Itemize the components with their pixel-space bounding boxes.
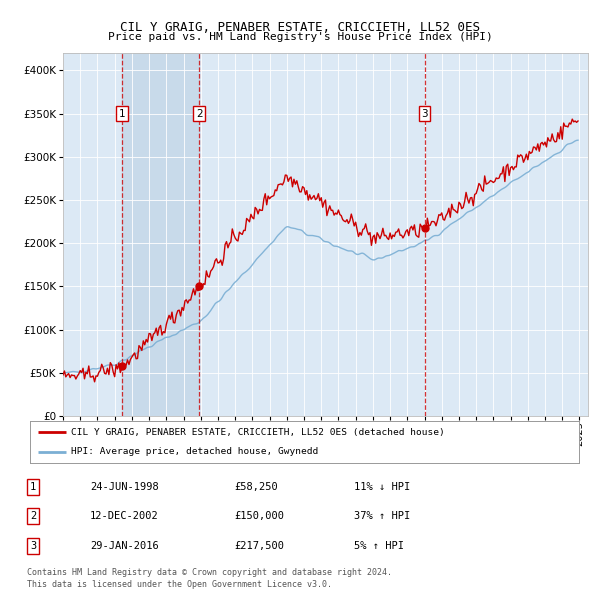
Text: CIL Y GRAIG, PENABER ESTATE, CRICCIETH, LL52 0ES: CIL Y GRAIG, PENABER ESTATE, CRICCIETH, … [120,21,480,34]
Bar [122,53,199,416]
Text: Price paid vs. HM Land Registry's House Price Index (HPI): Price paid vs. HM Land Registry's House … [107,32,493,42]
Text: CIL Y GRAIG, PENABER ESTATE, CRICCIETH, LL52 0ES (detached house): CIL Y GRAIG, PENABER ESTATE, CRICCIETH, … [71,428,445,437]
Text: 5% ↑ HPI: 5% ↑ HPI [354,541,404,550]
Text: 12-DEC-2002: 12-DEC-2002 [90,512,159,521]
Text: 2: 2 [30,512,36,521]
Text: HPI: Average price, detached house, Gwynedd: HPI: Average price, detached house, Gwyn… [71,447,319,456]
Text: £150,000: £150,000 [234,512,284,521]
Text: £217,500: £217,500 [234,541,284,550]
Text: 37% ↑ HPI: 37% ↑ HPI [354,512,410,521]
Text: Contains HM Land Registry data © Crown copyright and database right 2024.: Contains HM Land Registry data © Crown c… [27,568,392,577]
Text: 2: 2 [196,109,203,119]
Text: 1: 1 [30,482,36,491]
Text: 29-JAN-2016: 29-JAN-2016 [90,541,159,550]
Text: 3: 3 [30,541,36,550]
Text: 3: 3 [421,109,428,119]
Text: 24-JUN-1998: 24-JUN-1998 [90,482,159,491]
Text: 1: 1 [118,109,125,119]
Text: This data is licensed under the Open Government Licence v3.0.: This data is licensed under the Open Gov… [27,579,332,589]
Text: 11% ↓ HPI: 11% ↓ HPI [354,482,410,491]
Text: £58,250: £58,250 [234,482,278,491]
